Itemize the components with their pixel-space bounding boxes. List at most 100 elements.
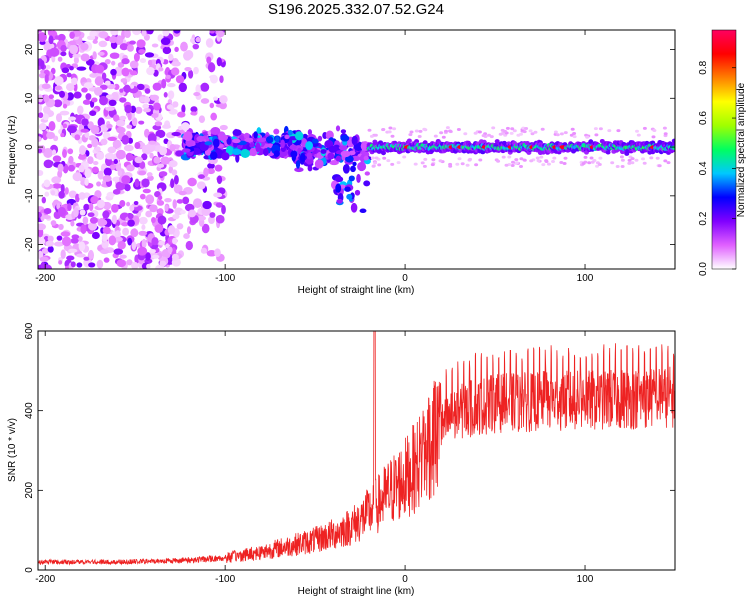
spectrogram-cell: [367, 128, 372, 132]
spectrogram-cell: [509, 131, 514, 135]
spectrogram-cell: [107, 136, 118, 141]
spectrogram-cell: [185, 240, 193, 251]
spectrogram-cell: [113, 114, 120, 122]
spectrogram-cell: [54, 35, 60, 40]
spectrogram-cell: [43, 148, 53, 158]
spectrogram-cell: [93, 87, 103, 96]
spectrogram-cell: [253, 131, 258, 139]
spectrogram-cell: [113, 159, 118, 165]
spectrogram-cell: [83, 203, 89, 211]
spectrogram-cell: [189, 37, 197, 44]
spectrogram-cell: [151, 43, 159, 48]
snr-y-tick-label: 200: [24, 482, 35, 499]
spectrogram-cell: [529, 159, 534, 163]
spectrogram-cell: [163, 138, 169, 145]
spectrogram-cell: [210, 74, 218, 84]
spectrogram-cell: [219, 95, 228, 104]
spectrogram-cell: [154, 224, 164, 233]
spectrogram-cell: [336, 198, 343, 204]
snr-y-tick-label: 400: [24, 402, 35, 419]
spectrogram-cell: [92, 39, 98, 44]
spectrogram-cell: [226, 136, 232, 145]
spectrogram-cell: [38, 136, 42, 142]
spectrogram-cell: [232, 148, 242, 155]
snr-x-tick-label: -200: [35, 574, 55, 585]
spectrogram-cell: [167, 225, 176, 235]
spectrogram-cell: [409, 130, 414, 134]
spectrogram-cell: [67, 148, 74, 155]
spectrogram-cell: [300, 153, 306, 162]
spectrogram-cell: [129, 70, 138, 76]
spectrogram-cell: [143, 108, 151, 113]
spectrogram-cell: [186, 226, 192, 235]
spectrogram-cell: [38, 223, 47, 231]
spectrogram-cell: [363, 155, 369, 161]
spectrogram-cell: [80, 53, 90, 62]
spectrogram-cell: [507, 155, 512, 159]
spectrogram-cell: [175, 75, 185, 84]
spectrogram-cell: [38, 72, 46, 79]
spectrogram-cell: [73, 56, 79, 64]
spectrogram-cell: [124, 183, 131, 192]
spectrogram-cell: [90, 196, 99, 204]
spectrogram-cell: [487, 133, 491, 137]
spectrogram-cell: [381, 150, 386, 156]
spectrogram-cell: [144, 252, 151, 261]
spectrogram-cell: [67, 203, 72, 212]
spectrogram-cell: [641, 157, 645, 161]
spectrogram-cell: [49, 47, 60, 57]
spectrogram-cell: [535, 156, 540, 160]
spectrogram-cell: [284, 134, 290, 140]
spectrogram-cell: [445, 126, 450, 130]
spectrogram-cell: [129, 60, 139, 69]
spectrogram-cell: [619, 155, 624, 159]
spectrogram-cell: [66, 72, 72, 78]
spectrogram-cell: [311, 138, 319, 144]
spectrogram-cell: [39, 256, 49, 262]
spectrogram-cell: [198, 115, 206, 123]
spectrogram-cell: [307, 165, 313, 172]
spectrogram-cell: [167, 82, 176, 88]
spectrogram-y-tick-label: -20: [24, 237, 35, 252]
colorbar-tick-label: 0.6: [698, 111, 709, 125]
spectrogram-cell: [82, 99, 91, 105]
spectrogram-cell: [519, 157, 524, 161]
spectrogram-cell: [58, 223, 64, 230]
colorbar-tick-label: 0.2: [698, 211, 709, 225]
spectrogram-cell: [88, 249, 94, 260]
spectrogram-cell: [540, 127, 545, 131]
spectrogram-cell: [46, 131, 56, 140]
spectrogram-cell: [364, 171, 370, 176]
spectrogram-cell: [501, 155, 506, 159]
spectrogram-cell: [115, 149, 126, 160]
spectrogram-cell: [92, 161, 99, 166]
spectrogram-cell: [418, 129, 423, 133]
spectrogram-cell: [157, 215, 167, 225]
spectrogram-cell: [396, 161, 401, 165]
spectrogram-cell: [555, 133, 560, 137]
spectrogram-cell: [152, 82, 162, 91]
colorbar-tick-label: 0.4: [698, 161, 709, 175]
spectrogram-cell: [172, 101, 179, 108]
spectrogram-cell: [295, 159, 301, 169]
spectrogram-cell: [289, 144, 297, 150]
spectrogram-cell: [402, 155, 407, 159]
spectrogram-cell: [370, 156, 375, 160]
spectrogram-cell: [114, 236, 123, 242]
spectrogram-cell: [141, 178, 150, 188]
spectrogram-cell: [144, 128, 150, 138]
spectrogram-cell: [121, 222, 129, 227]
spectrogram-cell: [102, 226, 111, 235]
spectrogram-cell: [249, 143, 255, 148]
spectrogram-cell: [655, 156, 660, 160]
spectrogram-cell: [530, 132, 535, 136]
spectrogram-cell: [48, 94, 55, 99]
spectrogram-cell: [539, 155, 544, 159]
spectrogram-cell: [54, 85, 62, 91]
spectrogram-cell: [96, 199, 105, 209]
spectrogram-cell: [91, 137, 99, 148]
spectrogram-cell: [133, 200, 139, 206]
spectrogram-cell: [522, 158, 527, 162]
spectrogram-cell: [72, 53, 82, 58]
spectrogram-cell: [94, 76, 104, 86]
